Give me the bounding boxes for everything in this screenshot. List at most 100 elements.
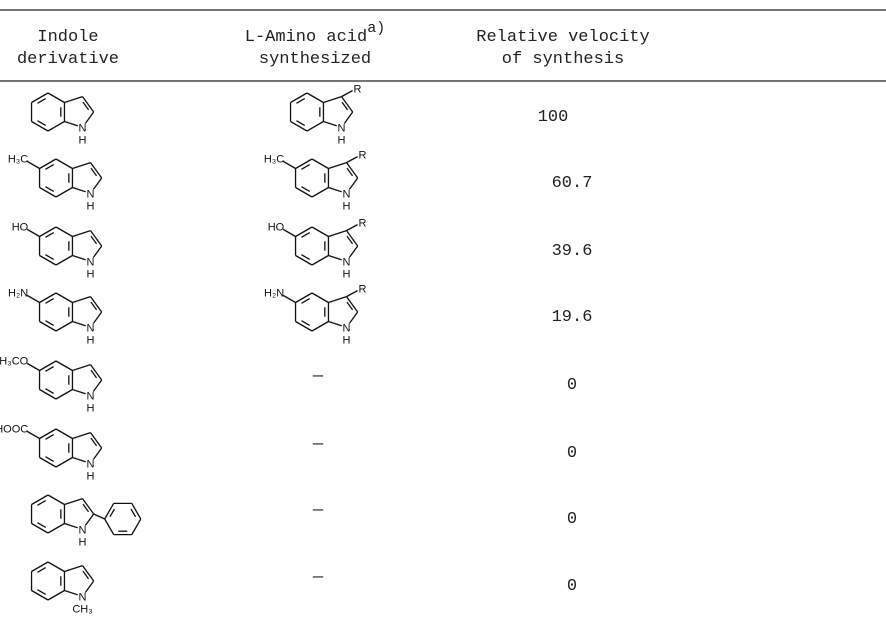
bond [295, 254, 313, 266]
amino-acid-structure: NH R [289, 84, 362, 146]
bond [64, 96, 83, 104]
bond [72, 296, 91, 304]
substituent-label: HO [268, 221, 285, 233]
bond [282, 228, 296, 238]
atom-label: N [79, 591, 87, 603]
bond [90, 167, 98, 177]
bond [295, 158, 313, 170]
atom-label: H [343, 334, 351, 346]
bond [341, 101, 349, 111]
bond [39, 456, 57, 468]
header: L-Amino acida) [245, 20, 385, 47]
bond [31, 589, 49, 601]
bond [26, 430, 40, 440]
bond [328, 162, 347, 170]
bond [328, 296, 347, 304]
bond [90, 437, 98, 447]
bond [45, 433, 55, 440]
r-label: R [359, 284, 367, 296]
indole-structure: NH [30, 92, 95, 146]
bond [82, 503, 90, 513]
velocity-value: 0 [567, 577, 577, 596]
bond [55, 428, 73, 440]
bond [345, 162, 359, 179]
bond [311, 226, 329, 238]
bond [39, 186, 57, 198]
bond [311, 320, 329, 332]
atom-mask [77, 591, 89, 603]
bond [311, 292, 329, 304]
velocity-value: 0 [567, 444, 577, 463]
bond [39, 158, 57, 170]
bond [72, 364, 91, 372]
bond [295, 320, 313, 332]
bond [55, 360, 73, 372]
atom-label: N [343, 188, 351, 200]
velocity-value: 100 [538, 108, 569, 127]
atom-label: H [343, 268, 351, 280]
bond [301, 254, 311, 261]
header-text: L-Amino acid [245, 28, 367, 47]
bond [37, 522, 47, 529]
bond [82, 101, 90, 111]
bond [311, 186, 329, 198]
bond [45, 388, 55, 395]
bond [104, 503, 115, 520]
bond [45, 163, 55, 170]
bond [45, 186, 55, 193]
header: Indole [37, 28, 98, 47]
substituent-label: H₃CO [0, 355, 29, 367]
substituent-label: H₃C [264, 153, 284, 165]
atom-label: H [343, 200, 351, 212]
bond [345, 230, 359, 247]
atom-label: CH₃ [72, 603, 92, 615]
header: derivative [17, 50, 119, 69]
velocity-value: 19.6 [552, 308, 593, 327]
velocity-value: 60.7 [552, 174, 593, 193]
bond [290, 120, 308, 132]
bond [346, 156, 358, 164]
r-label: R [359, 150, 367, 162]
substituent-label: H₂N [8, 287, 28, 299]
bond [45, 320, 55, 327]
bond [55, 254, 73, 266]
bond [47, 589, 65, 601]
bond [31, 522, 49, 534]
bond [295, 186, 313, 198]
bond [55, 320, 73, 332]
substituent-label: H₃C [8, 153, 28, 165]
bond [45, 297, 55, 304]
bond [26, 228, 40, 238]
dash: — [312, 568, 324, 587]
bond [323, 96, 342, 104]
bond [31, 561, 49, 573]
header: synthesized [259, 50, 371, 69]
bond [81, 565, 95, 582]
bond [47, 561, 65, 573]
atom-mask [85, 458, 97, 470]
bond [55, 186, 73, 198]
atom-mask [85, 390, 97, 402]
bond [89, 432, 103, 449]
velocity-value: 0 [567, 510, 577, 529]
atom-label: H [87, 470, 95, 482]
atom-mask [85, 188, 97, 200]
bond [346, 224, 358, 232]
bond [39, 388, 57, 400]
bond [72, 432, 91, 440]
bond [45, 231, 55, 238]
bond [104, 518, 115, 535]
bond [90, 301, 98, 311]
bond [55, 456, 73, 468]
bond [55, 388, 73, 400]
amino-acid-structure: NH HO R [268, 218, 367, 281]
atom-label: H [338, 134, 346, 146]
indole-structure: NH HO [12, 221, 103, 280]
r-label: R [359, 218, 367, 230]
header: Relative velocity [476, 28, 649, 47]
bond [89, 364, 103, 381]
bond [311, 254, 329, 266]
bond [301, 231, 311, 238]
